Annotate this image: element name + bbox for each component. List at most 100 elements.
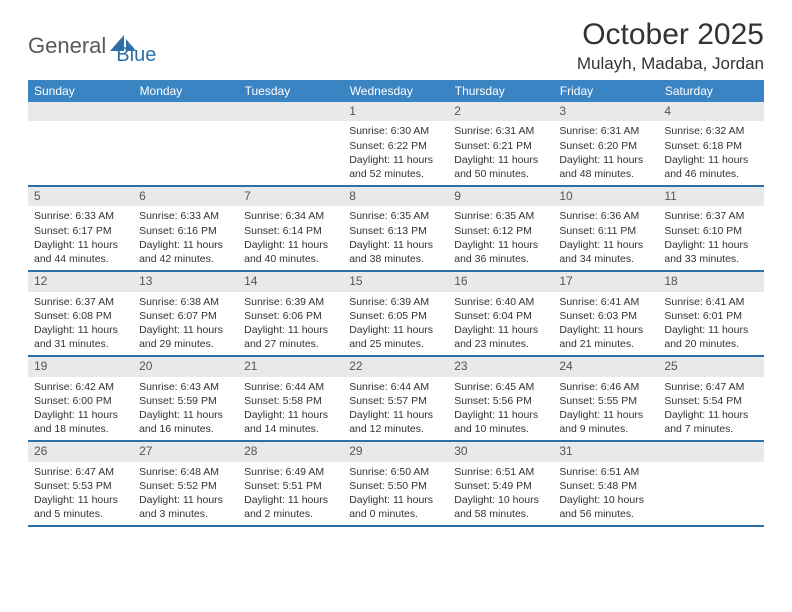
day-details: Sunrise: 6:31 AMSunset: 6:21 PMDaylight:…: [448, 121, 553, 185]
day-details: Sunrise: 6:48 AMSunset: 5:52 PMDaylight:…: [133, 462, 238, 526]
calendar-week-row: 19Sunrise: 6:42 AMSunset: 6:00 PMDayligh…: [28, 356, 764, 441]
day-number: 11: [658, 187, 763, 206]
day-details: Sunrise: 6:38 AMSunset: 6:07 PMDaylight:…: [133, 292, 238, 356]
day-number: 10: [553, 187, 658, 206]
day-details: [658, 462, 763, 469]
day-details: Sunrise: 6:34 AMSunset: 6:14 PMDaylight:…: [238, 206, 343, 270]
calendar-day-cell: 21Sunrise: 6:44 AMSunset: 5:58 PMDayligh…: [238, 356, 343, 441]
day-number: 20: [133, 357, 238, 376]
calendar-day-cell: 4Sunrise: 6:32 AMSunset: 6:18 PMDaylight…: [658, 102, 763, 186]
calendar-day-cell: 25Sunrise: 6:47 AMSunset: 5:54 PMDayligh…: [658, 356, 763, 441]
calendar-day-cell: 1Sunrise: 6:30 AMSunset: 6:22 PMDaylight…: [343, 102, 448, 186]
calendar-day-cell: 20Sunrise: 6:43 AMSunset: 5:59 PMDayligh…: [133, 356, 238, 441]
calendar-week-row: 5Sunrise: 6:33 AMSunset: 6:17 PMDaylight…: [28, 186, 764, 271]
calendar-day-cell: 3Sunrise: 6:31 AMSunset: 6:20 PMDaylight…: [553, 102, 658, 186]
day-details: Sunrise: 6:33 AMSunset: 6:17 PMDaylight:…: [28, 206, 133, 270]
calendar-day-cell: 16Sunrise: 6:40 AMSunset: 6:04 PMDayligh…: [448, 271, 553, 356]
day-details: Sunrise: 6:31 AMSunset: 6:20 PMDaylight:…: [553, 121, 658, 185]
day-number: 13: [133, 272, 238, 291]
day-details: Sunrise: 6:43 AMSunset: 5:59 PMDaylight:…: [133, 377, 238, 441]
calendar-day-cell: 29Sunrise: 6:50 AMSunset: 5:50 PMDayligh…: [343, 441, 448, 526]
calendar-day-cell: [28, 102, 133, 186]
day-details: Sunrise: 6:51 AMSunset: 5:49 PMDaylight:…: [448, 462, 553, 526]
day-details: Sunrise: 6:49 AMSunset: 5:51 PMDaylight:…: [238, 462, 343, 526]
day-number: 14: [238, 272, 343, 291]
day-details: Sunrise: 6:39 AMSunset: 6:05 PMDaylight:…: [343, 292, 448, 356]
day-number: 17: [553, 272, 658, 291]
day-details: Sunrise: 6:50 AMSunset: 5:50 PMDaylight:…: [343, 462, 448, 526]
calendar-week-row: 12Sunrise: 6:37 AMSunset: 6:08 PMDayligh…: [28, 271, 764, 356]
day-details: [133, 121, 238, 128]
day-details: Sunrise: 6:33 AMSunset: 6:16 PMDaylight:…: [133, 206, 238, 270]
calendar-day-cell: 30Sunrise: 6:51 AMSunset: 5:49 PMDayligh…: [448, 441, 553, 526]
calendar-day-cell: 27Sunrise: 6:48 AMSunset: 5:52 PMDayligh…: [133, 441, 238, 526]
day-number: 28: [238, 442, 343, 461]
calendar-day-cell: 12Sunrise: 6:37 AMSunset: 6:08 PMDayligh…: [28, 271, 133, 356]
day-number: 31: [553, 442, 658, 461]
weekday-header-row: SundayMondayTuesdayWednesdayThursdayFrid…: [28, 80, 764, 102]
weekday-header: Saturday: [658, 80, 763, 102]
day-number: 29: [343, 442, 448, 461]
weekday-header: Sunday: [28, 80, 133, 102]
logo: General Blue: [28, 24, 156, 67]
day-details: Sunrise: 6:40 AMSunset: 6:04 PMDaylight:…: [448, 292, 553, 356]
day-number: 22: [343, 357, 448, 376]
header: General Blue October 2025 Mulayh, Madaba…: [28, 18, 764, 74]
day-details: Sunrise: 6:41 AMSunset: 6:01 PMDaylight:…: [658, 292, 763, 356]
calendar-day-cell: 31Sunrise: 6:51 AMSunset: 5:48 PMDayligh…: [553, 441, 658, 526]
calendar-day-cell: 2Sunrise: 6:31 AMSunset: 6:21 PMDaylight…: [448, 102, 553, 186]
calendar-week-row: 1Sunrise: 6:30 AMSunset: 6:22 PMDaylight…: [28, 102, 764, 186]
weekday-header: Wednesday: [343, 80, 448, 102]
day-details: Sunrise: 6:36 AMSunset: 6:11 PMDaylight:…: [553, 206, 658, 270]
weekday-header: Tuesday: [238, 80, 343, 102]
calendar-day-cell: 5Sunrise: 6:33 AMSunset: 6:17 PMDaylight…: [28, 186, 133, 271]
day-number: 24: [553, 357, 658, 376]
day-number: 15: [343, 272, 448, 291]
calendar-week-row: 26Sunrise: 6:47 AMSunset: 5:53 PMDayligh…: [28, 441, 764, 526]
weekday-header: Thursday: [448, 80, 553, 102]
day-details: Sunrise: 6:47 AMSunset: 5:53 PMDaylight:…: [28, 462, 133, 526]
day-number: 30: [448, 442, 553, 461]
day-details: Sunrise: 6:30 AMSunset: 6:22 PMDaylight:…: [343, 121, 448, 185]
calendar-day-cell: 26Sunrise: 6:47 AMSunset: 5:53 PMDayligh…: [28, 441, 133, 526]
day-number: 18: [658, 272, 763, 291]
logo-word-blue: Blue: [116, 44, 156, 67]
calendar-day-cell: 8Sunrise: 6:35 AMSunset: 6:13 PMDaylight…: [343, 186, 448, 271]
day-number: 12: [28, 272, 133, 291]
day-number: 16: [448, 272, 553, 291]
day-details: Sunrise: 6:35 AMSunset: 6:12 PMDaylight:…: [448, 206, 553, 270]
logo-word-general: General: [28, 33, 106, 59]
day-details: [28, 121, 133, 128]
day-details: Sunrise: 6:51 AMSunset: 5:48 PMDaylight:…: [553, 462, 658, 526]
day-details: Sunrise: 6:39 AMSunset: 6:06 PMDaylight:…: [238, 292, 343, 356]
day-number: [28, 102, 133, 121]
calendar-day-cell: 18Sunrise: 6:41 AMSunset: 6:01 PMDayligh…: [658, 271, 763, 356]
day-details: Sunrise: 6:41 AMSunset: 6:03 PMDaylight:…: [553, 292, 658, 356]
day-details: Sunrise: 6:44 AMSunset: 5:58 PMDaylight:…: [238, 377, 343, 441]
day-number: 8: [343, 187, 448, 206]
day-details: Sunrise: 6:35 AMSunset: 6:13 PMDaylight:…: [343, 206, 448, 270]
day-number: 27: [133, 442, 238, 461]
calendar-day-cell: [658, 441, 763, 526]
day-number: 19: [28, 357, 133, 376]
day-number: 7: [238, 187, 343, 206]
calendar-day-cell: 17Sunrise: 6:41 AMSunset: 6:03 PMDayligh…: [553, 271, 658, 356]
month-title: October 2025: [577, 18, 764, 52]
calendar-day-cell: 10Sunrise: 6:36 AMSunset: 6:11 PMDayligh…: [553, 186, 658, 271]
calendar-day-cell: [133, 102, 238, 186]
calendar-day-cell: 13Sunrise: 6:38 AMSunset: 6:07 PMDayligh…: [133, 271, 238, 356]
day-number: 25: [658, 357, 763, 376]
calendar-day-cell: 14Sunrise: 6:39 AMSunset: 6:06 PMDayligh…: [238, 271, 343, 356]
day-number: 21: [238, 357, 343, 376]
calendar-day-cell: 24Sunrise: 6:46 AMSunset: 5:55 PMDayligh…: [553, 356, 658, 441]
day-number: 4: [658, 102, 763, 121]
calendar-day-cell: 6Sunrise: 6:33 AMSunset: 6:16 PMDaylight…: [133, 186, 238, 271]
calendar-day-cell: 23Sunrise: 6:45 AMSunset: 5:56 PMDayligh…: [448, 356, 553, 441]
day-details: Sunrise: 6:46 AMSunset: 5:55 PMDaylight:…: [553, 377, 658, 441]
calendar-day-cell: 7Sunrise: 6:34 AMSunset: 6:14 PMDaylight…: [238, 186, 343, 271]
day-number: 23: [448, 357, 553, 376]
calendar-day-cell: 22Sunrise: 6:44 AMSunset: 5:57 PMDayligh…: [343, 356, 448, 441]
day-number: [658, 442, 763, 461]
day-number: [133, 102, 238, 121]
day-details: Sunrise: 6:37 AMSunset: 6:08 PMDaylight:…: [28, 292, 133, 356]
